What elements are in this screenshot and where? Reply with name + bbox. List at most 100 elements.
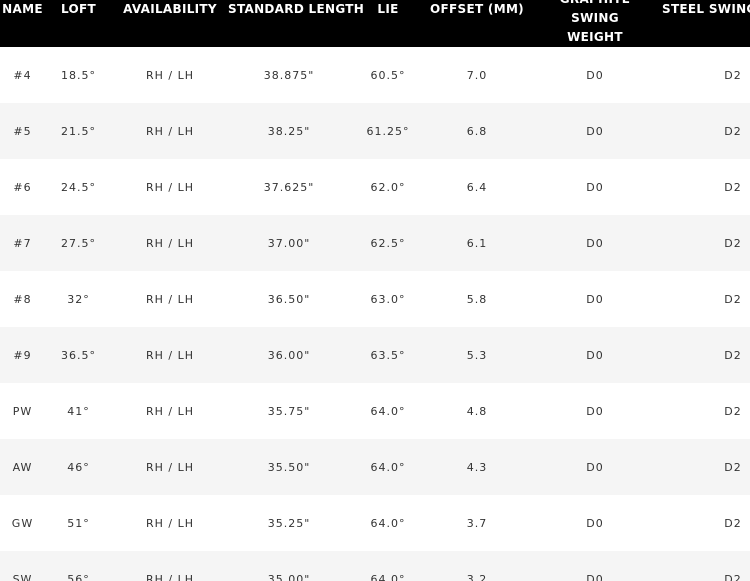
table-cell: D2 [662, 103, 750, 159]
header-text: OFFSET (MM) [430, 2, 524, 16]
table-row: #5 21.5° RH / LH 38.25" 61.25° 6.8 D0 D2 [0, 103, 750, 159]
table-cell: #9 [0, 327, 45, 383]
table-cell: D0 [586, 68, 604, 82]
table-cell: 60.5° [370, 68, 406, 82]
column-header: OFFSET (MM) [426, 0, 528, 47]
table-row: #7 27.5° RH / LH 37.00" 62.5° 6.1 D0 D2 [0, 215, 750, 271]
table-cell: RH / LH [112, 327, 228, 383]
table-cell: D2 [662, 551, 750, 581]
table-row: SW 56° RH / LH 35.00" 64.0° 3.2 D0 D2 [0, 551, 750, 581]
table-cell: 37.00" [228, 215, 350, 271]
table-cell: D0 [528, 103, 662, 159]
table-cell: 35.50" [228, 439, 350, 495]
table-cell: D2 [662, 327, 750, 383]
table-cell: 61.25° [350, 103, 426, 159]
table-cell: D2 [724, 292, 742, 306]
table-cell: 18.5° [61, 68, 96, 82]
table-cell: 35.75" [267, 404, 311, 418]
column-header: LIE [350, 0, 426, 47]
table-body: #4 18.5° RH / LH 38.875" 60.5° 7.0 D0 D2 #5 21.5°… [0, 47, 750, 581]
header-text: AVAILABILITY [123, 2, 217, 16]
table-cell: SW [0, 551, 45, 581]
table-cell: 6.8 [426, 103, 528, 159]
column-header: AVAILABILITY [112, 0, 228, 47]
header-row: NAME LOFT AVAILABILITY STANDARD LENGTH LIE OF… [0, 0, 750, 47]
table-cell: 46° [45, 439, 112, 495]
table-cell: RH / LH [145, 516, 194, 530]
table-cell: D0 [586, 292, 604, 306]
table-cell: 38.25" [228, 103, 350, 159]
table-cell: 62.5° [350, 215, 426, 271]
table-cell: 36.50" [267, 292, 311, 306]
table-cell: D2 [724, 516, 742, 530]
table-cell: 5.3 [426, 327, 528, 383]
table-cell: #6 [13, 180, 32, 194]
table-cell: 51° [67, 516, 90, 530]
table-cell: 24.5° [61, 180, 96, 194]
table-cell: 36.00" [228, 327, 350, 383]
table-cell: 6.1 [426, 215, 528, 271]
header-text: LIE [377, 2, 399, 16]
table-cell: D0 [528, 327, 662, 383]
table-cell: 56° [45, 551, 112, 581]
table-cell: GW [11, 516, 34, 530]
table-cell: RH / LH [112, 439, 228, 495]
column-header: NAME [0, 0, 45, 47]
table-cell: D2 [724, 404, 742, 418]
column-header: STANDARD LENGTH [228, 0, 364, 47]
table-cell: 35.25" [267, 516, 311, 530]
table-cell: 37.625" [263, 180, 315, 194]
table-row: PW 41° RH / LH 35.75" 64.0° 4.8 D0 D2 [0, 383, 750, 439]
table-cell: D0 [586, 404, 604, 418]
table-cell: 5.8 [466, 292, 488, 306]
table-cell: D2 [724, 180, 742, 194]
table-cell: 4.8 [466, 404, 488, 418]
table-cell: 63.5° [350, 327, 426, 383]
table-cell: 64.0° [370, 516, 406, 530]
table-cell: #8 [13, 292, 32, 306]
table-cell: D0 [528, 215, 662, 271]
table-cell: RH / LH [145, 68, 194, 82]
table-cell: RH / LH [145, 292, 194, 306]
table-cell: 36.5° [45, 327, 112, 383]
table-cell: PW [12, 404, 33, 418]
table-cell: D0 [528, 439, 662, 495]
table-cell: 32° [67, 292, 90, 306]
header-text: GRAPHITE SWING WEIGHT [560, 0, 630, 44]
table-cell: AW [0, 439, 45, 495]
table-cell: RH / LH [145, 404, 194, 418]
table-row: #6 24.5° RH / LH 37.625" 62.0° 6.4 D0 D2 [0, 159, 750, 215]
table-cell: 63.0° [370, 292, 406, 306]
table-row: GW 51° RH / LH 35.25" 64.0° 3.7 D0 D2 [0, 495, 750, 551]
table-cell: RH / LH [112, 215, 228, 271]
table-cell: 64.0° [350, 551, 426, 581]
column-header: STEEL SWING [662, 0, 750, 47]
table-cell: #5 [0, 103, 45, 159]
table-row: #4 18.5° RH / LH 38.875" 60.5° 7.0 D0 D2 [0, 47, 750, 103]
table-cell: 7.0 [466, 68, 488, 82]
column-header: LOFT [45, 0, 112, 47]
table-cell: 64.0° [350, 439, 426, 495]
table-cell: 27.5° [45, 215, 112, 271]
table-cell: 21.5° [45, 103, 112, 159]
table-cell: 64.0° [370, 404, 406, 418]
table-cell: #7 [0, 215, 45, 271]
table-cell: 41° [67, 404, 90, 418]
table-cell: 3.7 [466, 516, 488, 530]
header-text: NAME [2, 2, 43, 16]
table-cell: RH / LH [145, 180, 194, 194]
table-cell: 38.875" [263, 68, 315, 82]
table-cell: #4 [13, 68, 32, 82]
table-cell: D0 [528, 551, 662, 581]
table-cell: 6.4 [466, 180, 488, 194]
table-cell: 4.3 [426, 439, 528, 495]
header-text: STEEL SWING [662, 2, 750, 16]
table-cell: D2 [662, 439, 750, 495]
table-cell: RH / LH [112, 551, 228, 581]
table-cell: 62.0° [370, 180, 406, 194]
table-row: #8 32° RH / LH 36.50" 63.0° 5.8 D0 D2 [0, 271, 750, 327]
table-row: #9 36.5° RH / LH 36.00" 63.5° 5.3 D0 D2 [0, 327, 750, 383]
table-cell: D2 [724, 68, 742, 82]
